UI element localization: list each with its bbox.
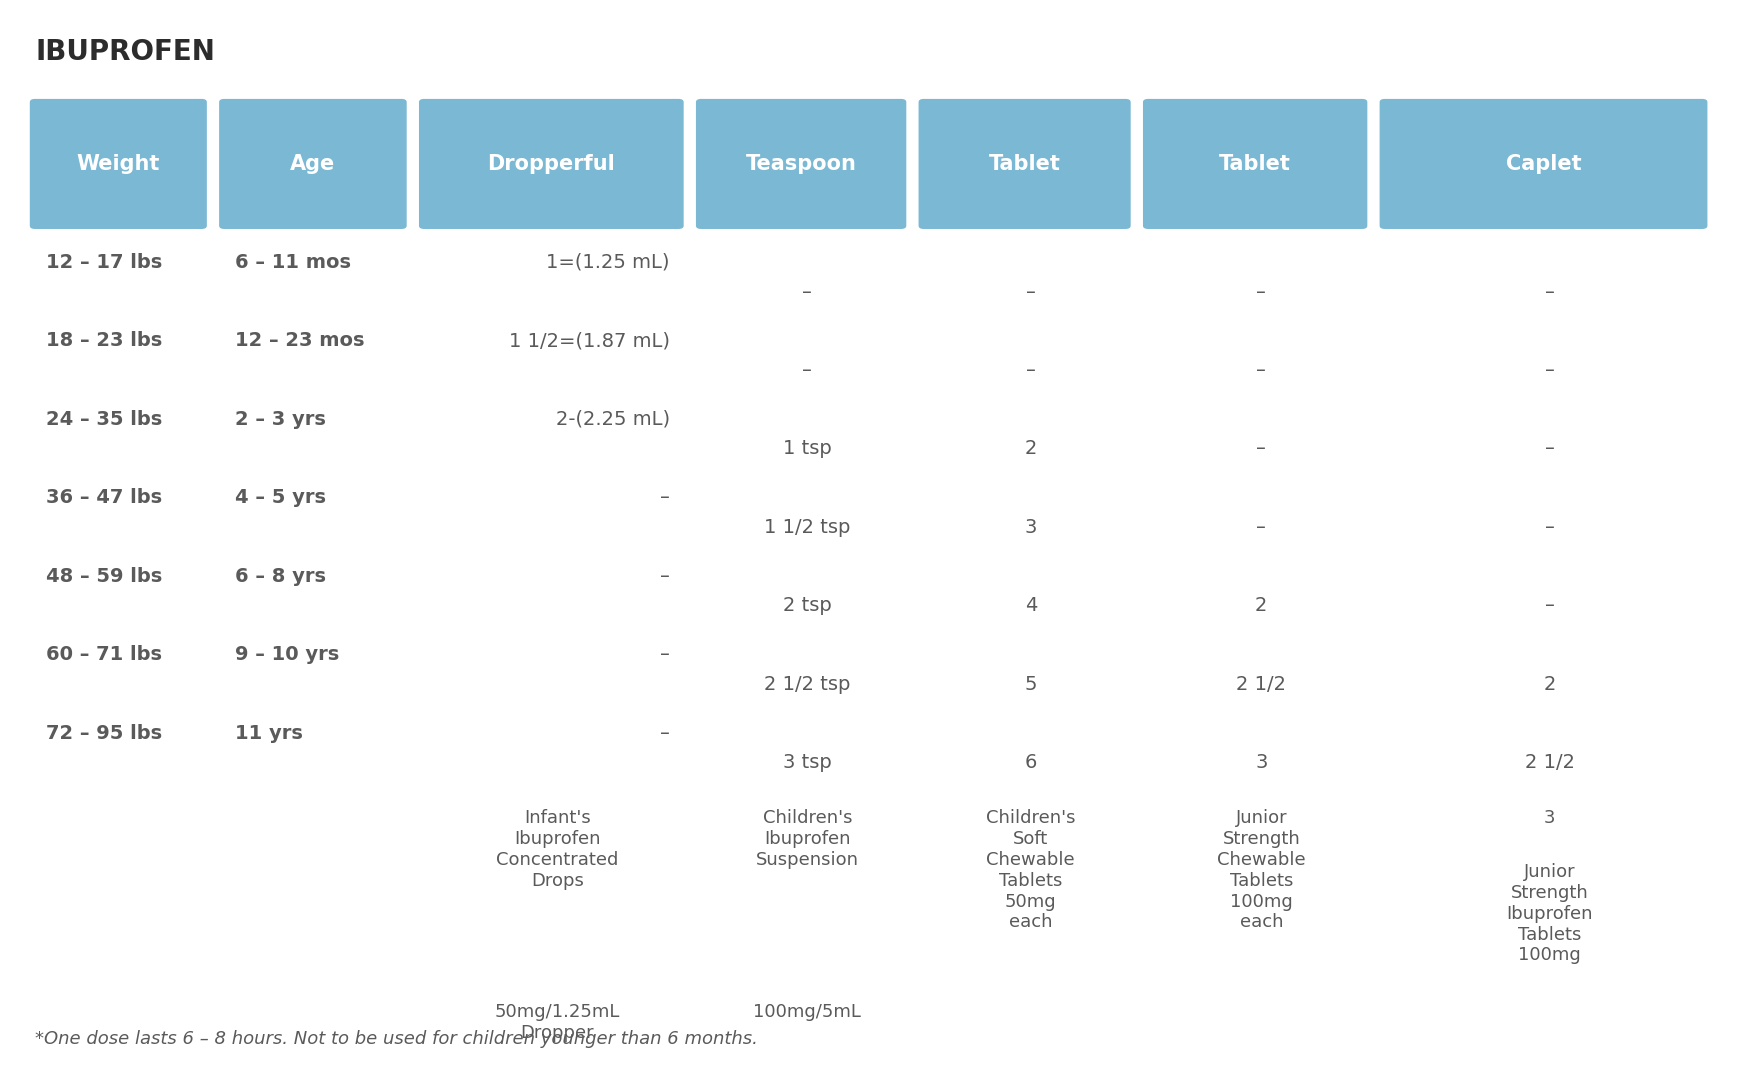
Text: –: – [1544, 283, 1555, 301]
Text: –: – [1544, 440, 1555, 458]
Text: 4 – 5 yrs: 4 – 5 yrs [235, 488, 326, 507]
Text: Age: Age [291, 154, 335, 174]
FancyBboxPatch shape [919, 99, 1131, 229]
Text: 2 tsp: 2 tsp [784, 597, 831, 615]
Text: 60 – 71 lbs: 60 – 71 lbs [46, 645, 161, 664]
FancyBboxPatch shape [1380, 99, 1707, 229]
Text: Infant's
Ibuprofen
Concentrated
Drops: Infant's Ibuprofen Concentrated Drops [496, 809, 619, 890]
Text: 6: 6 [1024, 754, 1038, 772]
Text: 1 1/2 tsp: 1 1/2 tsp [764, 518, 850, 536]
Text: 2: 2 [1024, 440, 1038, 458]
Text: 48 – 59 lbs: 48 – 59 lbs [46, 567, 161, 586]
Text: Junior
Strength
Ibuprofen
Tablets
100mg: Junior Strength Ibuprofen Tablets 100mg [1506, 863, 1593, 964]
Text: 5: 5 [1024, 675, 1038, 693]
Text: Dropperful: Dropperful [487, 154, 615, 174]
Text: –: – [1257, 283, 1266, 301]
Text: –: – [1026, 283, 1036, 301]
Text: 6 – 8 yrs: 6 – 8 yrs [235, 567, 326, 586]
Text: 18 – 23 lbs: 18 – 23 lbs [46, 331, 161, 350]
Text: Tablet: Tablet [989, 154, 1061, 174]
Text: 2: 2 [1255, 597, 1267, 615]
Text: –: – [803, 283, 812, 301]
Text: –: – [1544, 597, 1555, 615]
Text: –: – [659, 567, 670, 586]
Text: –: – [803, 361, 812, 379]
Text: 12 – 17 lbs: 12 – 17 lbs [46, 253, 161, 272]
Text: 3 tsp: 3 tsp [784, 754, 831, 772]
Text: 2 – 3 yrs: 2 – 3 yrs [235, 410, 326, 429]
Text: Weight: Weight [77, 154, 160, 174]
Text: Children's
Soft
Chewable
Tablets
50mg
each: Children's Soft Chewable Tablets 50mg ea… [985, 809, 1076, 931]
Text: –: – [659, 488, 670, 507]
Text: 2: 2 [1543, 675, 1557, 693]
Text: –: – [1257, 518, 1266, 536]
FancyBboxPatch shape [696, 99, 906, 229]
FancyBboxPatch shape [30, 99, 207, 229]
Text: 1 tsp: 1 tsp [784, 440, 831, 458]
Text: –: – [1544, 518, 1555, 536]
FancyBboxPatch shape [1143, 99, 1367, 229]
Text: 3: 3 [1024, 518, 1038, 536]
Text: 2-(2.25 mL): 2-(2.25 mL) [556, 410, 670, 429]
Text: 2 1/2: 2 1/2 [1525, 754, 1574, 772]
Text: –: – [659, 645, 670, 664]
Text: 36 – 47 lbs: 36 – 47 lbs [46, 488, 161, 507]
Text: 1 1/2=(1.87 mL): 1 1/2=(1.87 mL) [508, 331, 670, 350]
Text: 72 – 95 lbs: 72 – 95 lbs [46, 723, 161, 743]
Text: 3: 3 [1544, 809, 1555, 828]
Text: –: – [1026, 361, 1036, 379]
Text: 100mg/5mL: 100mg/5mL [754, 1003, 861, 1021]
Text: Junior
Strength
Chewable
Tablets
100mg
each: Junior Strength Chewable Tablets 100mg e… [1217, 809, 1306, 931]
Text: 50mg/1.25mL
Dropper: 50mg/1.25mL Dropper [494, 1003, 621, 1042]
Text: Tablet: Tablet [1218, 154, 1292, 174]
Text: Teaspoon: Teaspoon [745, 154, 857, 174]
Text: 6 – 11 mos: 6 – 11 mos [235, 253, 351, 272]
Text: 1=(1.25 mL): 1=(1.25 mL) [547, 253, 670, 272]
Text: –: – [659, 723, 670, 743]
Text: 24 – 35 lbs: 24 – 35 lbs [46, 410, 161, 429]
Text: –: – [1544, 361, 1555, 379]
Text: 4: 4 [1024, 597, 1038, 615]
FancyBboxPatch shape [419, 99, 684, 229]
Text: IBUPROFEN: IBUPROFEN [35, 38, 216, 66]
Text: Children's
Ibuprofen
Suspension: Children's Ibuprofen Suspension [756, 809, 859, 869]
Text: 2 1/2 tsp: 2 1/2 tsp [764, 675, 850, 693]
Text: 11 yrs: 11 yrs [235, 723, 303, 743]
Text: Caplet: Caplet [1506, 154, 1581, 174]
Text: 3: 3 [1255, 754, 1267, 772]
Text: 2 1/2: 2 1/2 [1236, 675, 1287, 693]
Text: 12 – 23 mos: 12 – 23 mos [235, 331, 365, 350]
FancyBboxPatch shape [219, 99, 407, 229]
Text: –: – [1257, 440, 1266, 458]
Text: 9 – 10 yrs: 9 – 10 yrs [235, 645, 338, 664]
Text: *One dose lasts 6 – 8 hours. Not to be used for children younger than 6 months.: *One dose lasts 6 – 8 hours. Not to be u… [35, 1030, 757, 1048]
Text: –: – [1257, 361, 1266, 379]
